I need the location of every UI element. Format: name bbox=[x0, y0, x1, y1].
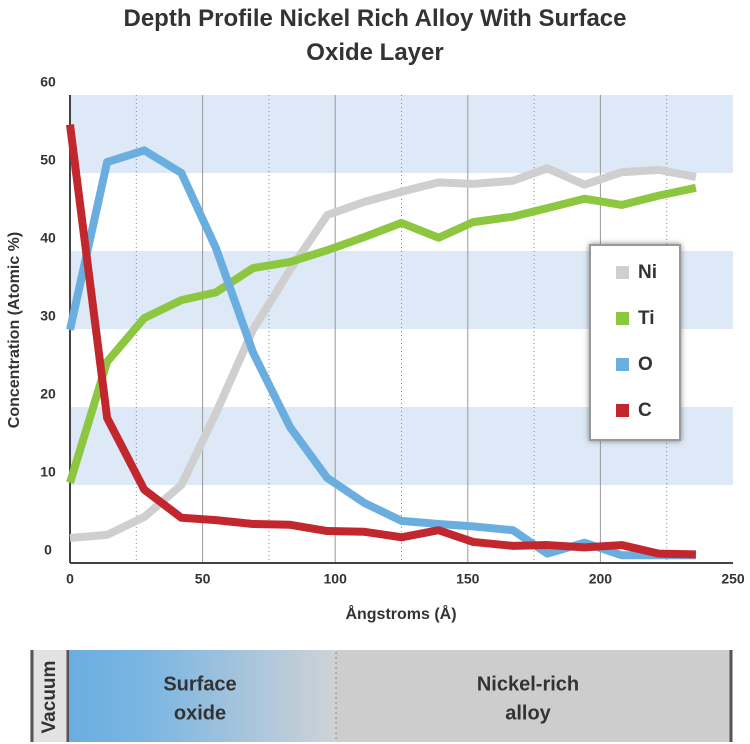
legend-label: C bbox=[638, 400, 652, 421]
x-tick-label: 150 bbox=[456, 571, 480, 587]
vacuum-cell bbox=[30, 650, 70, 742]
legend-label: Ti bbox=[638, 308, 655, 329]
legend-label: Ni bbox=[638, 262, 657, 283]
series-line bbox=[69, 164, 697, 543]
x-tick-label: 100 bbox=[324, 571, 348, 587]
region-label: Nickel-rich bbox=[477, 673, 579, 695]
series-line bbox=[66, 124, 696, 559]
region-label: alloy bbox=[505, 702, 551, 724]
x-tick-label: 50 bbox=[195, 571, 211, 587]
region-label: oxide bbox=[174, 702, 226, 724]
series-line bbox=[66, 183, 697, 484]
y-tick-label: 40 bbox=[40, 230, 56, 246]
oxide-region bbox=[70, 650, 336, 742]
region-label: Surface bbox=[163, 673, 236, 695]
legend-swatch bbox=[616, 312, 629, 325]
x-tick-label: 0 bbox=[66, 571, 74, 587]
legend-swatch bbox=[616, 358, 629, 371]
legend-label: O bbox=[638, 354, 653, 375]
legend-box bbox=[589, 244, 681, 441]
x-axis-label: Ångstroms (Å) bbox=[345, 604, 456, 623]
y-axis-label: Concentration (Atomic %) bbox=[6, 232, 23, 428]
y-tick-label: 60 bbox=[40, 74, 56, 90]
y-tick-label: 10 bbox=[40, 464, 56, 480]
y-tick-label: 50 bbox=[40, 152, 56, 168]
y-tick-label: 30 bbox=[40, 308, 56, 324]
legend: Ni Ti O C bbox=[589, 244, 681, 441]
region-label: Vacuum bbox=[39, 661, 60, 734]
region-bar: Vacuum Surface oxide Nickel-rich alloy bbox=[30, 650, 733, 742]
x-tick-label: 200 bbox=[589, 571, 613, 587]
alloy-region bbox=[336, 650, 731, 742]
y-tick-label: 0 bbox=[44, 542, 52, 558]
y-tick-label: 20 bbox=[40, 386, 56, 402]
legend-swatch bbox=[616, 404, 629, 417]
legend-swatch bbox=[616, 266, 629, 279]
chart-title: Depth Profile Nickel Rich Alloy With Sur… bbox=[123, 5, 627, 66]
x-tick-label: 250 bbox=[721, 571, 745, 587]
